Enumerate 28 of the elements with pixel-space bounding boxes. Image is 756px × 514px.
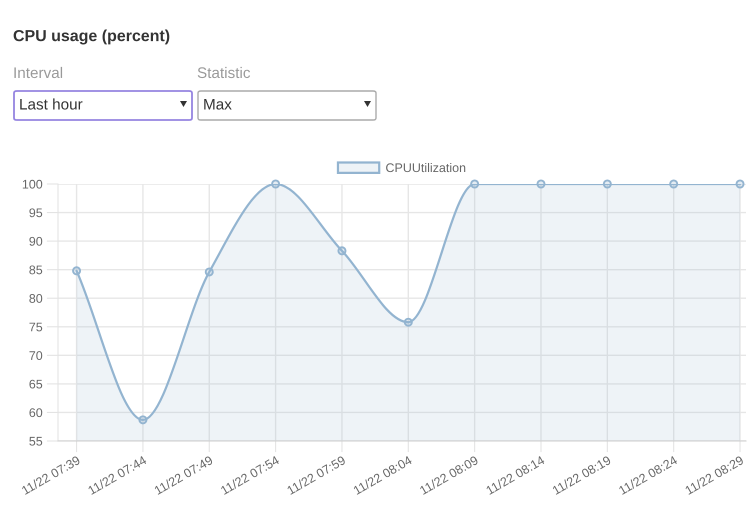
legend-label: CPUUtilization bbox=[386, 162, 466, 172]
y-tick-label: 65 bbox=[29, 380, 42, 389]
y-tick-label: 70 bbox=[29, 351, 42, 360]
point bbox=[470, 179, 480, 189]
point bbox=[138, 415, 148, 424]
point bbox=[669, 179, 678, 189]
y-tick-label: 100 bbox=[22, 180, 42, 189]
y-tick-label: 80 bbox=[29, 294, 42, 303]
y-tick-label: 55 bbox=[29, 436, 42, 446]
point bbox=[204, 267, 214, 276]
point bbox=[736, 179, 745, 189]
point bbox=[72, 266, 82, 276]
text: Last hour bbox=[20, 98, 82, 110]
text: Statistic bbox=[198, 66, 250, 78]
y-tick-label: 60 bbox=[29, 408, 42, 418]
x-tick-label: 11/22 07:59 bbox=[286, 455, 346, 495]
y-tick-label: 75 bbox=[29, 322, 42, 332]
point bbox=[271, 179, 280, 189]
text: Max bbox=[204, 98, 232, 110]
y-tick-label: 90 bbox=[29, 236, 42, 246]
point bbox=[404, 318, 413, 327]
y-tick-label: 85 bbox=[29, 265, 42, 274]
text: Interval bbox=[14, 66, 62, 78]
point bbox=[602, 179, 612, 189]
point bbox=[536, 179, 546, 189]
chart-title: CPU usage (percent) bbox=[14, 30, 170, 44]
y-tick-label: 95 bbox=[29, 208, 42, 218]
point bbox=[337, 246, 346, 256]
